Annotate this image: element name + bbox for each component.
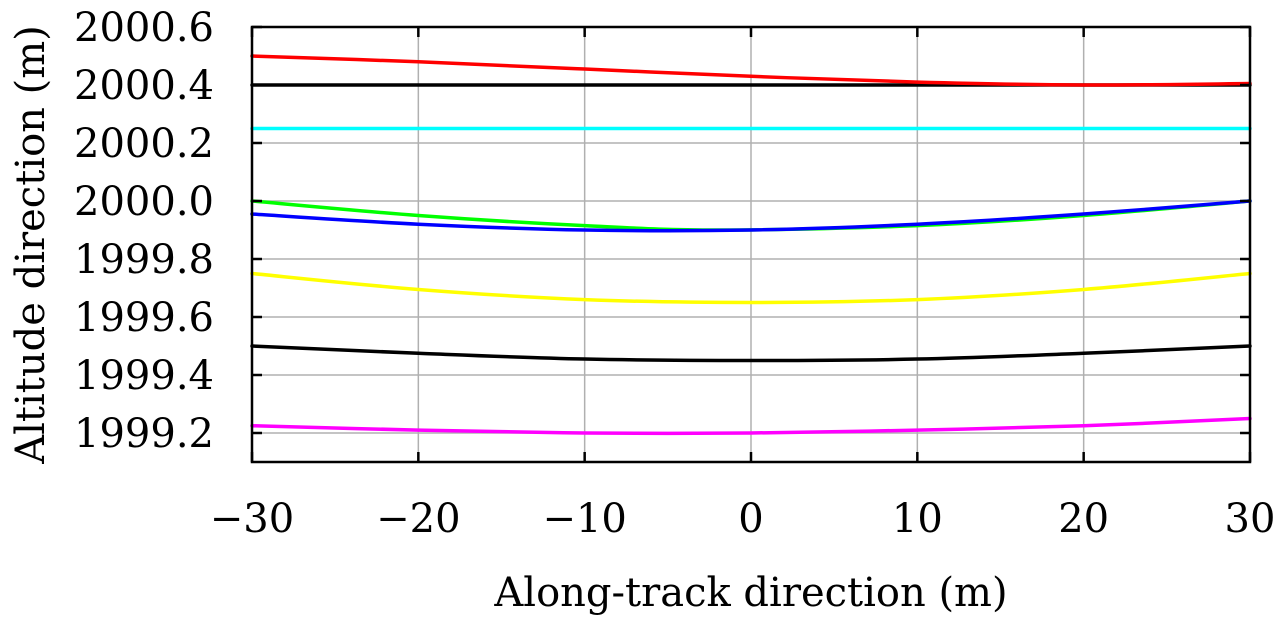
- y-tick-label: 2000.2: [74, 121, 214, 167]
- y-tick-labels: 1999.2 1999.4 1999.6 1999.8 2000.0 2000.2 2000…: [74, 5, 214, 457]
- x-tick-label: −10: [542, 496, 626, 542]
- x-tick-label: −30: [210, 496, 294, 542]
- y-tick-label: 1999.2: [74, 411, 214, 457]
- grid: [252, 27, 1250, 462]
- y-tick-label: 2000.0: [74, 179, 214, 225]
- x-axis-title: Along-track direction (m): [493, 570, 1007, 616]
- y-tick-label: 1999.8: [74, 237, 214, 283]
- y-tick-label: 1999.6: [74, 295, 214, 341]
- x-tick-labels: −30 −20 −10 0 10 20 30: [210, 496, 1276, 542]
- x-tick-label: 30: [1225, 496, 1276, 542]
- series-line-7: [250, 344, 1252, 363]
- x-tick-label: −20: [376, 496, 460, 542]
- series-line-8: [250, 416, 1252, 436]
- x-tick-label: 20: [1058, 496, 1109, 542]
- x-tick-label: 0: [738, 496, 763, 542]
- y-tick-label: 2000.4: [74, 63, 214, 109]
- ticks: [250, 25, 1252, 462]
- series-group: [250, 54, 1252, 436]
- series-line-2: [250, 54, 1252, 87]
- series-line-5: [250, 199, 1252, 233]
- y-axis-title: Altitude direction (m): [8, 25, 54, 465]
- x-tick-label: 10: [892, 496, 943, 542]
- y-tick-label: 2000.6: [74, 5, 214, 51]
- series-line-6: [250, 271, 1252, 305]
- y-tick-label: 1999.4: [74, 353, 214, 399]
